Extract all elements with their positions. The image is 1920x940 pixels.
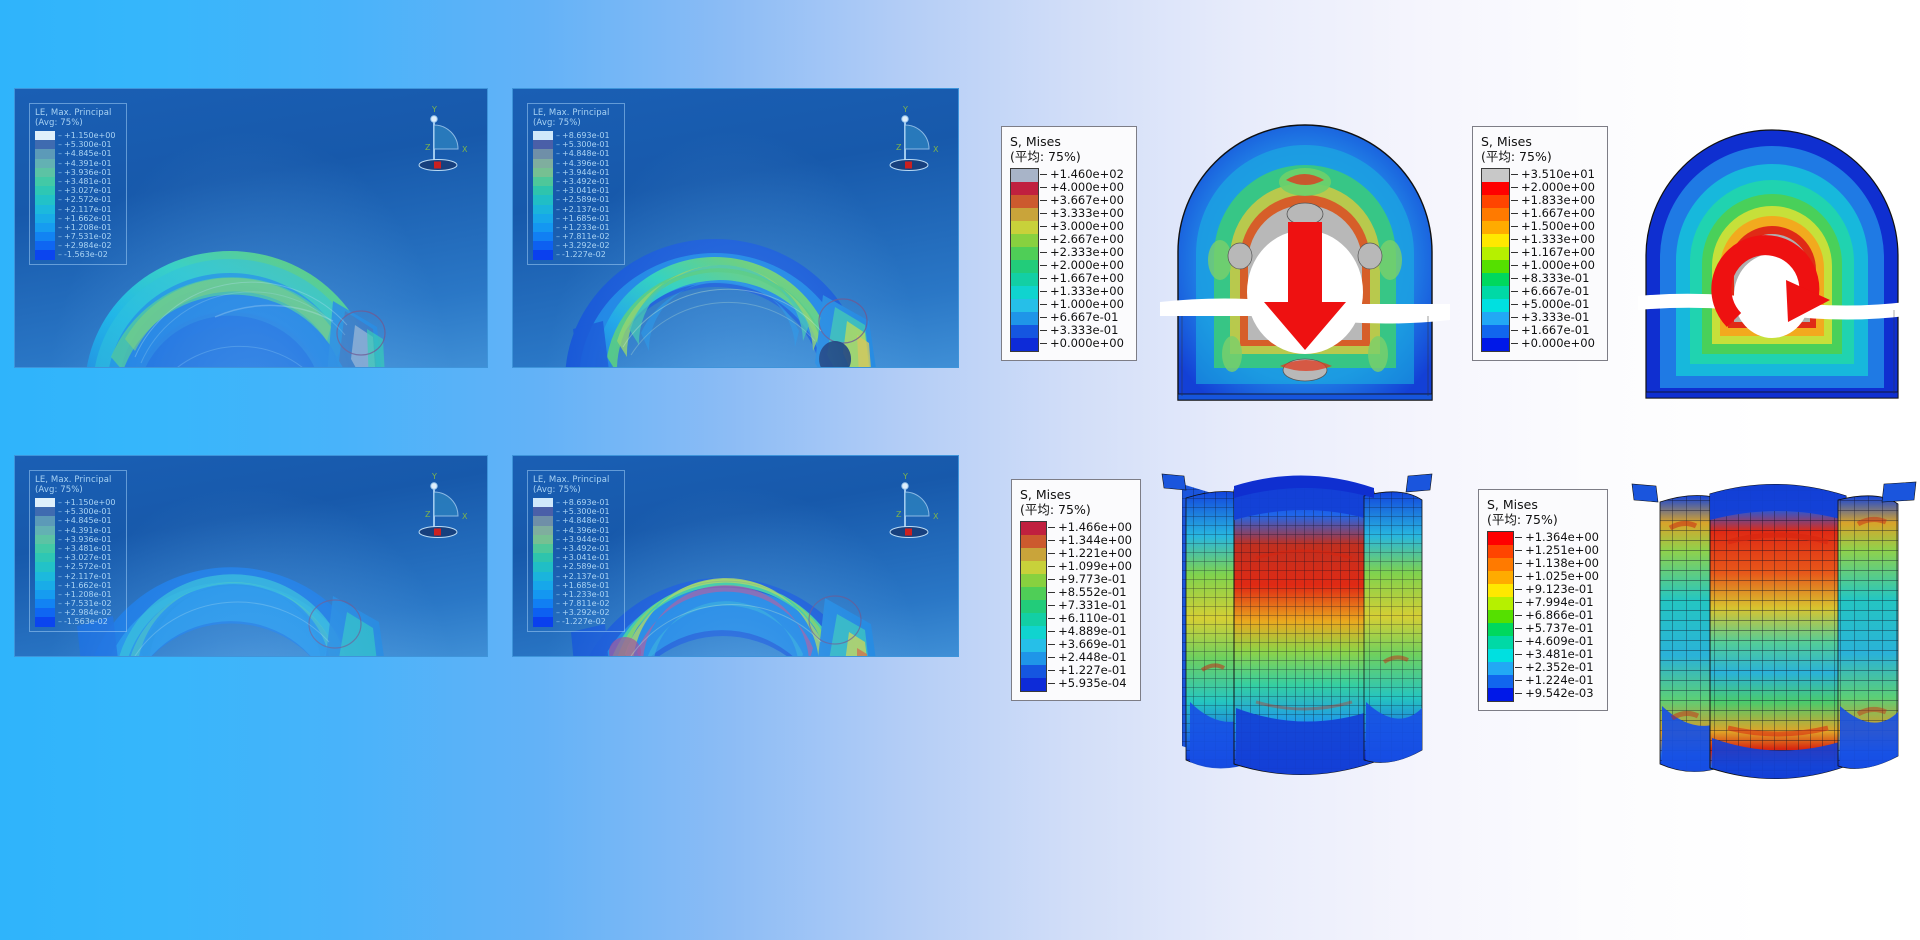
viewport-bottom-left[interactable]: LE, Max. Principal (Avg: 75%): [14, 455, 488, 657]
legend-values: +1.150e+00 +5.300e-01 +4.845e-01 +4.391e…: [58, 498, 115, 627]
svg-text:X: X: [933, 512, 939, 521]
legend-values: +3.510e+01 +2.000e+00 +1.833e+00 +1.667e…: [1511, 168, 1595, 352]
legend-title-line1: S, Mises: [1481, 134, 1532, 149]
legend-title-line2: (Avg: 75%): [533, 118, 581, 128]
legend-title-line1: S, Mises: [1487, 497, 1538, 512]
svg-text:Z: Z: [896, 143, 902, 152]
contour-plot-bottom-left: [77, 567, 384, 656]
contour-plot-top-left: [86, 251, 386, 367]
svg-text:Y: Y: [431, 105, 437, 114]
legend-color-ramp: [1020, 521, 1048, 692]
legend-values: +1.460e+02 +4.000e+00 +3.667e+00 +3.333e…: [1040, 168, 1124, 352]
legend-le-bottom-left: LE, Max. Principal (Avg: 75%): [29, 470, 127, 632]
contour-plot-bottom-middle: [571, 577, 876, 656]
legend-title-line2: (平均: 75%): [1020, 502, 1091, 517]
legend-title-line1: S, Mises: [1020, 487, 1071, 502]
legend-title-line2: (平均: 75%): [1010, 149, 1081, 164]
figure-tunnel-section-rotational: [1638, 129, 1906, 399]
figure-tunnel-section-vertical: [1160, 124, 1450, 401]
axis-triad-icon: Y X Z: [889, 472, 939, 538]
legend-le-top-left: LE, Max. Principal (Avg: 75%): [29, 103, 127, 265]
legend-mises-bottom-left: S, Mises (平均: 75%) +1.466e+00 +1.344e: [1011, 479, 1141, 701]
axis-triad-icon: Y X Z: [418, 105, 468, 171]
svg-text:X: X: [933, 145, 939, 154]
viewport-top-middle[interactable]: LE, Max. Principal (Avg: 75%): [512, 88, 959, 368]
legend-title-line2: (平均: 75%): [1487, 512, 1558, 527]
legend-title-line1: S, Mises: [1010, 134, 1061, 149]
contour-plot-top-middle: [565, 239, 876, 367]
legend-mises-top-right: S, Mises (平均: 75%) +3.510e+01: [1472, 126, 1608, 361]
legend-title-line1: LE, Max. Principal: [35, 475, 112, 485]
axis-triad-icon: Y X Z: [418, 472, 468, 538]
legend-color-ramp: [35, 498, 55, 627]
legend-values: +8.693e-01 +5.300e-01 +4.848e-01 +4.396e…: [556, 498, 610, 627]
legend-le-bottom-middle: LE, Max. Principal (Avg: 75%): [527, 470, 625, 632]
axis-triad-icon: Y X Z: [889, 105, 939, 171]
red-rotation-arrow-icon: [1711, 235, 1830, 327]
viewport-bottom-middle[interactable]: LE, Max. Principal (Avg: 75%): [512, 455, 959, 657]
legend-title-line1: LE, Max. Principal: [533, 108, 610, 118]
figure-segment-mesh-2: [1631, 481, 1917, 779]
svg-text:Z: Z: [896, 510, 902, 519]
legend-title-line2: (平均: 75%): [1481, 149, 1552, 164]
svg-text:X: X: [462, 145, 468, 154]
legend-mises-top-left: S, Mises (平均: 75%) +1.460e+02: [1001, 126, 1137, 361]
svg-text:Y: Y: [902, 472, 908, 481]
legend-title-line2: (Avg: 75%): [35, 485, 83, 495]
red-down-arrow-icon: [1264, 222, 1346, 350]
figure-segment-mesh-1: [1161, 473, 1433, 776]
viewport-top-left[interactable]: LE, Max. Principal (Avg: 75%): [14, 88, 488, 368]
svg-text:X: X: [462, 512, 468, 521]
legend-color-ramp: [533, 498, 553, 627]
legend-color-ramp: [533, 131, 553, 260]
legend-color-ramp: [1481, 168, 1510, 352]
legend-color-ramp: [35, 131, 55, 260]
svg-text:Y: Y: [431, 472, 437, 481]
legend-values: +8.693e-01 +5.300e-01 +4.848e-01 +4.396e…: [556, 131, 610, 260]
svg-text:Z: Z: [425, 510, 431, 519]
legend-title-line1: LE, Max. Principal: [533, 475, 610, 485]
svg-text:Z: Z: [425, 143, 431, 152]
legend-values: +1.150e+00 +5.300e-01 +4.845e-01 +4.391e…: [58, 131, 115, 260]
legend-title-line1: LE, Max. Principal: [35, 108, 112, 118]
legend-color-ramp: [1487, 531, 1515, 702]
legend-values: +1.364e+00 +1.251e+00 +1.138e+00 +1.025e…: [1515, 531, 1599, 702]
legend-color-ramp: [1010, 168, 1039, 352]
svg-text:Y: Y: [902, 105, 908, 114]
legend-mises-bottom-right: S, Mises (平均: 75%) +1.364e+00 +1.251e: [1478, 489, 1608, 711]
legend-title-line2: (Avg: 75%): [533, 485, 581, 495]
legend-values: +1.466e+00 +1.344e+00 +1.221e+00 +1.099e…: [1048, 521, 1132, 692]
legend-le-top-middle: LE, Max. Principal (Avg: 75%): [527, 103, 625, 265]
legend-title-line2: (Avg: 75%): [35, 118, 83, 128]
